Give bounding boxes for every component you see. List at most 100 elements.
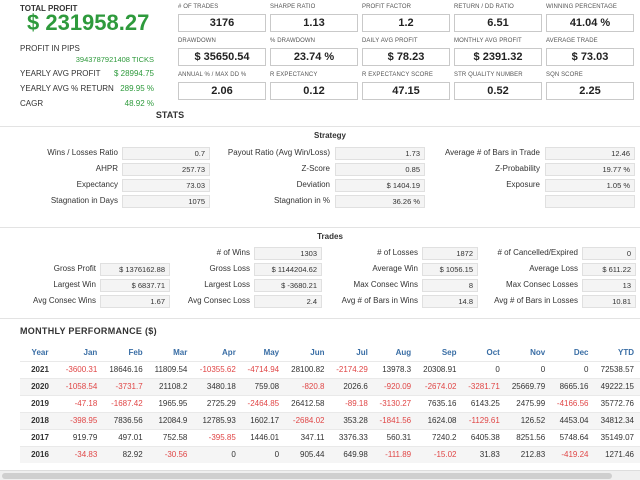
monthly-value-cell: 82.92	[103, 445, 149, 463]
monthly-value-cell: -1058.54	[60, 377, 104, 395]
metric-value: 47.15	[362, 82, 450, 100]
monthly-value-cell: 7635.16	[417, 394, 463, 412]
strategy-stat-value	[545, 195, 635, 208]
strategy-stat-label: Average # of Bars in Trade	[444, 148, 540, 157]
monthly-value-cell: -2174.29	[330, 360, 374, 378]
metric-label: WINNING PERCENTAGE	[546, 4, 618, 10]
monthly-value-cell: 497.01	[103, 428, 149, 446]
total-profit-label: TOTAL PROFIT	[20, 4, 78, 13]
trades-stat-label: Gross Profit	[53, 264, 96, 273]
monthly-value-cell: 18646.16	[103, 360, 149, 378]
trades-stat-label: Avg # of Bars in Losses	[494, 296, 578, 305]
monthly-header-cell: Nov	[530, 347, 546, 357]
trades-stat-value: $ 1056.15	[422, 263, 478, 276]
metric-average-trade: AVERAGE TRADE $ 73.03	[546, 38, 634, 68]
trades-stat-label: Avg Consec Loss	[187, 296, 250, 305]
monthly-header-cell: Apr	[222, 347, 236, 357]
monthly-value-cell: -3130.27	[373, 394, 418, 412]
monthly-value-cell: -395.85	[193, 428, 242, 446]
monthly-value-cell: -2674.02	[417, 377, 463, 395]
metric-value: 0.12	[270, 82, 358, 100]
yearly-avg-profit-row: YEARLY AVG PROFIT $ 28994.75	[20, 69, 154, 78]
metric-value: $ 2391.32	[454, 48, 542, 66]
monthly-year-cell: 2021	[20, 360, 60, 378]
monthly-value-cell: 49222.15	[594, 377, 640, 395]
monthly-value-cell: 7836.56	[103, 411, 149, 429]
metric-label: % DRAWDOWN	[270, 38, 316, 44]
stats-header: STATS	[155, 110, 185, 120]
metric-value: 41.04 %	[546, 14, 634, 32]
trades-stat-value: 0	[582, 247, 636, 260]
monthly-row: 2018 -398.95 7836.56 12084.9 12785.93 1602.17…	[20, 411, 640, 429]
metric-label: RETURN / DD RATIO	[454, 4, 514, 10]
monthly-value-cell: 905.44	[285, 445, 331, 463]
trades-stat-label: # of Losses	[377, 248, 418, 257]
cagr-row: CAGR 48.92 %	[20, 99, 154, 108]
monthly-header-cell: Aug	[395, 347, 412, 357]
monthly-value-cell: 12084.9	[148, 411, 194, 429]
monthly-header-cell: Oct	[486, 347, 500, 357]
strategy-stat-value: 0.85	[335, 163, 425, 176]
monthly-value-cell: 6405.38	[462, 428, 506, 446]
metric-r-expectancy-score: R EXPECTANCY SCORE 47.15	[362, 72, 450, 102]
metric-value: 2.25	[546, 82, 634, 100]
trades-stat-value: 13	[582, 279, 636, 292]
metric-label: R EXPECTANCY	[270, 72, 318, 78]
monthly-value-cell: 12785.93	[193, 411, 242, 429]
monthly-value-cell: 11809.54	[148, 360, 194, 378]
strategy-divider	[0, 126, 640, 127]
monthly-year-cell: 2018	[20, 411, 60, 429]
trades-stat-label: Average Win	[372, 264, 418, 273]
strategy-title: Strategy	[313, 131, 346, 140]
yearly-avg-return-value: 289.95 %	[120, 84, 154, 93]
monthly-year-cell: 2019	[20, 394, 60, 412]
monthly-value-cell: 35772.76	[594, 394, 640, 412]
metric-label: ANNUAL % / MAX DD %	[178, 72, 247, 78]
monthly-value-cell: 28100.82	[285, 360, 331, 378]
strategy-stat-value: 36.26 %	[335, 195, 425, 208]
strategy-stat-value: 12.46	[545, 147, 635, 160]
strategy-stat-value: 1.05 %	[545, 179, 635, 192]
strategy-stat-label: Stagnation in %	[273, 196, 330, 205]
monthly-header-cell: Dec	[573, 347, 589, 357]
trades-stat-value: 1303	[254, 247, 322, 260]
monthly-value-cell: 31.83	[462, 445, 506, 463]
monthly-header-cell: Jul	[356, 347, 368, 357]
monthly-value-cell: 0	[551, 360, 595, 378]
monthly-value-cell: 0	[505, 360, 552, 378]
monthly-value-cell: 20308.91	[417, 360, 463, 378]
metric-value: $ 73.03	[546, 48, 634, 66]
monthly-value-cell: 21108.2	[148, 377, 194, 395]
monthly-value-cell: 1624.08	[417, 411, 463, 429]
monthly-value-cell: 752.58	[148, 428, 194, 446]
monthly-value-cell: -34.83	[60, 445, 104, 463]
monthly-value-cell: 1271.46	[594, 445, 640, 463]
monthly-row: 2017 919.79 497.01 752.58 -395.85 1446.01 347.…	[20, 428, 640, 446]
metric-trades: # OF TRADES 3176	[178, 4, 266, 34]
metric-value: 1.2	[362, 14, 450, 32]
metric-label: DRAWDOWN	[178, 38, 216, 44]
strategy-stat-value: 257.73	[122, 163, 210, 176]
trades-stat-label: Avg # of Bars in Wins	[341, 296, 418, 305]
strategy-stat-value: 1075	[122, 195, 210, 208]
monthly-header-cell: May	[263, 347, 280, 357]
monthly-value-cell: 1602.17	[241, 411, 286, 429]
monthly-header-cell: Jun	[310, 347, 325, 357]
trades-stat-label: # of Wins	[216, 248, 250, 257]
strategy-stat-label: Expectancy	[76, 180, 118, 189]
monthly-value-cell: 8665.16	[551, 377, 595, 395]
trades-stat-value: $ 1144204.62	[254, 263, 322, 276]
monthly-value-cell: -89.18	[330, 394, 374, 412]
metric-return-dd: RETURN / DD RATIO 6.51	[454, 4, 542, 34]
monthly-value-cell: 25669.79	[505, 377, 552, 395]
monthly-value-cell: 919.79	[60, 428, 104, 446]
horizontal-scrollbar[interactable]	[0, 470, 640, 480]
scrollbar-thumb[interactable]	[2, 473, 612, 479]
monthly-performance-title: MONTHLY PERFORMANCE ($)	[20, 326, 157, 336]
yearly-avg-profit-label: YEARLY AVG PROFIT	[20, 69, 101, 78]
metric-label: DAILY AVG PROFIT	[362, 38, 418, 44]
monthly-header-cell: Mar	[173, 347, 188, 357]
trades-stat-value: 1.67	[100, 295, 170, 308]
monthly-value-cell: 3376.33	[330, 428, 374, 446]
monthly-divider	[0, 318, 640, 319]
